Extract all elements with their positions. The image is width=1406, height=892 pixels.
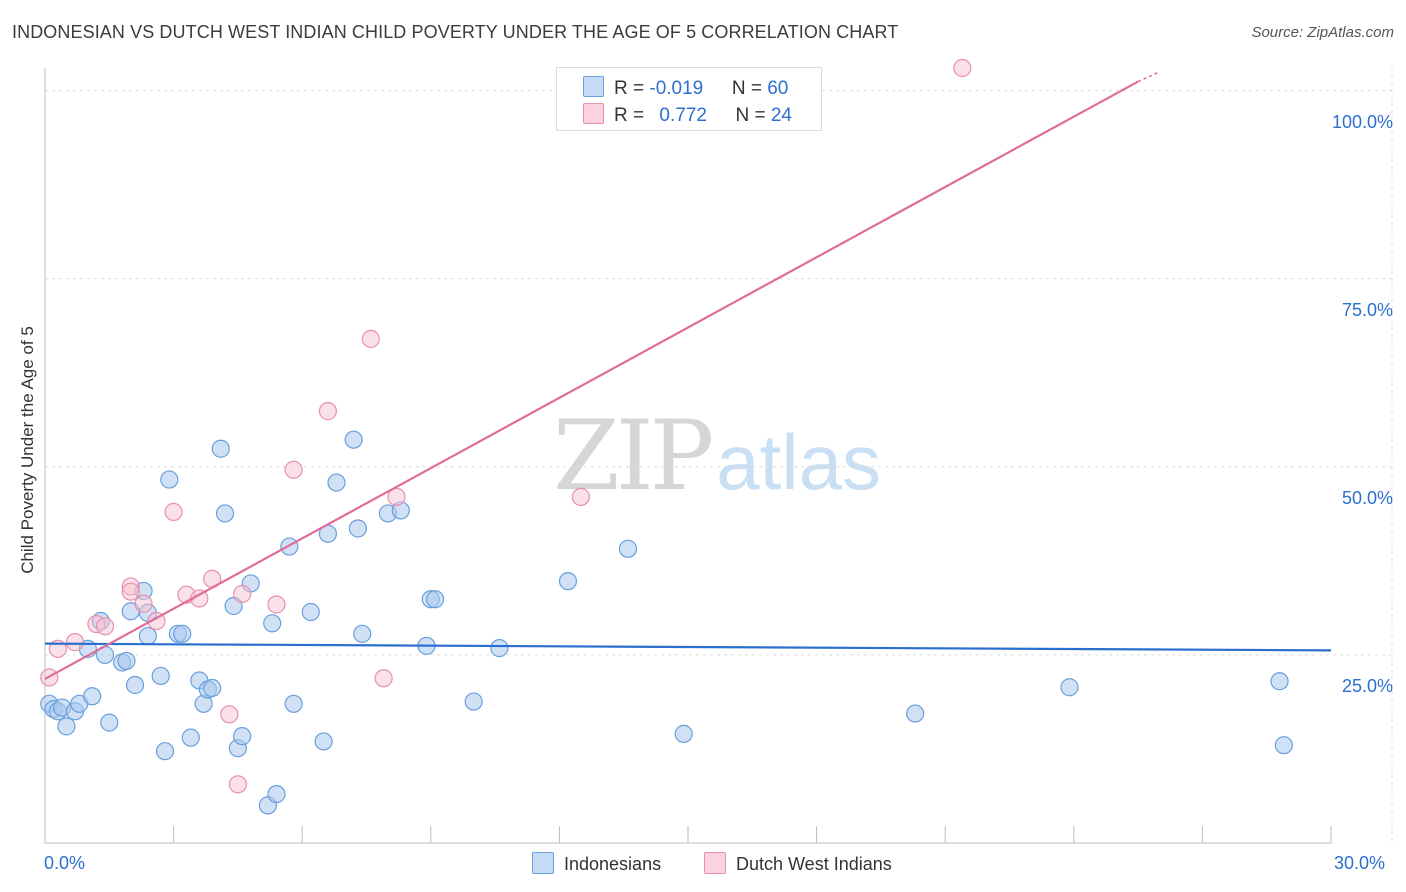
x-tick-min: 0.0% <box>44 853 86 873</box>
legend-n-label: N = <box>735 105 771 126</box>
legend-r-label: R = <box>614 105 650 126</box>
indonesian-point <box>327 473 346 492</box>
dutch-point <box>220 705 239 724</box>
bottom-legend-indonesians: Indonesians <box>532 852 661 875</box>
indonesian-point <box>618 539 638 558</box>
dutch-point <box>65 633 85 652</box>
dutch-point <box>953 58 972 78</box>
indonesian-point <box>125 675 145 695</box>
indonesians-points <box>40 430 1293 815</box>
indonesian-point <box>215 504 235 523</box>
indonesian-point <box>57 717 76 736</box>
dutch-point <box>164 502 183 522</box>
indonesian-point <box>1270 672 1289 691</box>
source-label: Source: ZipAtlas.com <box>1251 24 1394 41</box>
dutch-point <box>284 460 303 479</box>
indonesian-point <box>233 727 252 746</box>
y-axis-label-wrap: Child Poverty Under the Age of 5 <box>16 300 40 600</box>
bottom-legend-swatch-pink <box>704 852 726 874</box>
indonesian-point <box>906 704 925 723</box>
indonesian-point <box>1060 678 1079 697</box>
bottom-legend-dutch: Dutch West Indians <box>704 852 892 875</box>
y-tick-label: 100.0% <box>1331 111 1393 132</box>
y-tick-label: 50.0% <box>1341 487 1393 508</box>
indonesian-point <box>1274 736 1293 755</box>
y-axis-label: Child Poverty Under the Age of 5 <box>18 326 37 574</box>
indonesian-point <box>155 742 175 761</box>
dutch-point <box>121 582 140 601</box>
legend-r-label: R = <box>614 78 650 99</box>
indonesian-point <box>138 626 157 646</box>
legend-n-value: 24 <box>770 105 792 126</box>
dutch-point <box>318 402 338 421</box>
legend-r-value: -0.019 <box>649 78 704 99</box>
indonesian-point <box>558 572 578 591</box>
watermark-atlas: atlas <box>716 418 881 506</box>
dutch-point <box>571 487 590 506</box>
legend-swatch-blue <box>583 76 604 97</box>
indonesians-trend-line <box>44 642 1332 652</box>
indonesian-point <box>263 614 282 633</box>
indonesian-point <box>490 639 509 658</box>
indonesian-point <box>314 732 333 751</box>
bottom-legend-label: Dutch West Indians <box>736 854 892 874</box>
y-tick-label: 25.0% <box>1341 675 1393 696</box>
indonesian-point <box>181 728 200 747</box>
bottom-legend-swatch-blue <box>532 852 554 874</box>
dutch-point <box>361 329 380 348</box>
indonesian-point <box>425 590 445 609</box>
dutch-point <box>387 487 406 506</box>
indonesian-point <box>151 666 170 686</box>
legend-r-value: 0.772 <box>659 105 707 126</box>
dutch-point <box>374 669 393 688</box>
indonesian-point <box>348 519 368 538</box>
indonesian-point <box>100 713 119 732</box>
dutch-west-indians-points <box>40 58 972 794</box>
legend-swatch-pink <box>583 103 604 124</box>
indonesian-point <box>83 687 102 706</box>
indonesian-point <box>353 624 372 643</box>
axes <box>44 68 1332 844</box>
indonesian-point <box>160 470 179 489</box>
indonesian-point <box>173 624 192 643</box>
legend-row-dutch: R = 0.772 N = 24 <box>583 103 792 127</box>
dutch-point <box>95 617 115 636</box>
bottom-legend-label: Indonesians <box>564 854 662 874</box>
chart-title: INDONESIAN VS DUTCH WEST INDIAN CHILD PO… <box>12 22 899 42</box>
correlation-legend: R = -0.019 N = 60 R = 0.772 N = 24 <box>556 67 822 131</box>
gridlines <box>45 68 1395 843</box>
indonesian-point <box>267 784 286 804</box>
y-tick-label: 75.0% <box>1341 299 1393 320</box>
indonesian-point <box>301 602 320 622</box>
dutch-trend-line <box>44 80 1139 680</box>
indonesian-point <box>203 678 222 698</box>
indonesian-point <box>211 439 230 458</box>
indonesian-point <box>284 694 303 713</box>
legend-n-value: 60 <box>767 78 789 99</box>
dutch-point <box>134 594 153 613</box>
indonesian-point <box>344 430 363 449</box>
dutch-point <box>233 584 252 604</box>
trend-lines <box>44 70 1332 680</box>
indonesian-point <box>464 692 483 711</box>
legend-n-label: N = <box>731 78 768 99</box>
indonesian-point <box>674 724 693 743</box>
x-tick-max: 30.0% <box>1334 853 1386 873</box>
dutch-trend-extension <box>1137 70 1161 83</box>
indonesian-point <box>117 651 136 671</box>
legend-row-indonesians: R = -0.019 N = 60 <box>583 76 788 100</box>
dutch-point <box>228 775 247 794</box>
dutch-point <box>267 595 286 614</box>
